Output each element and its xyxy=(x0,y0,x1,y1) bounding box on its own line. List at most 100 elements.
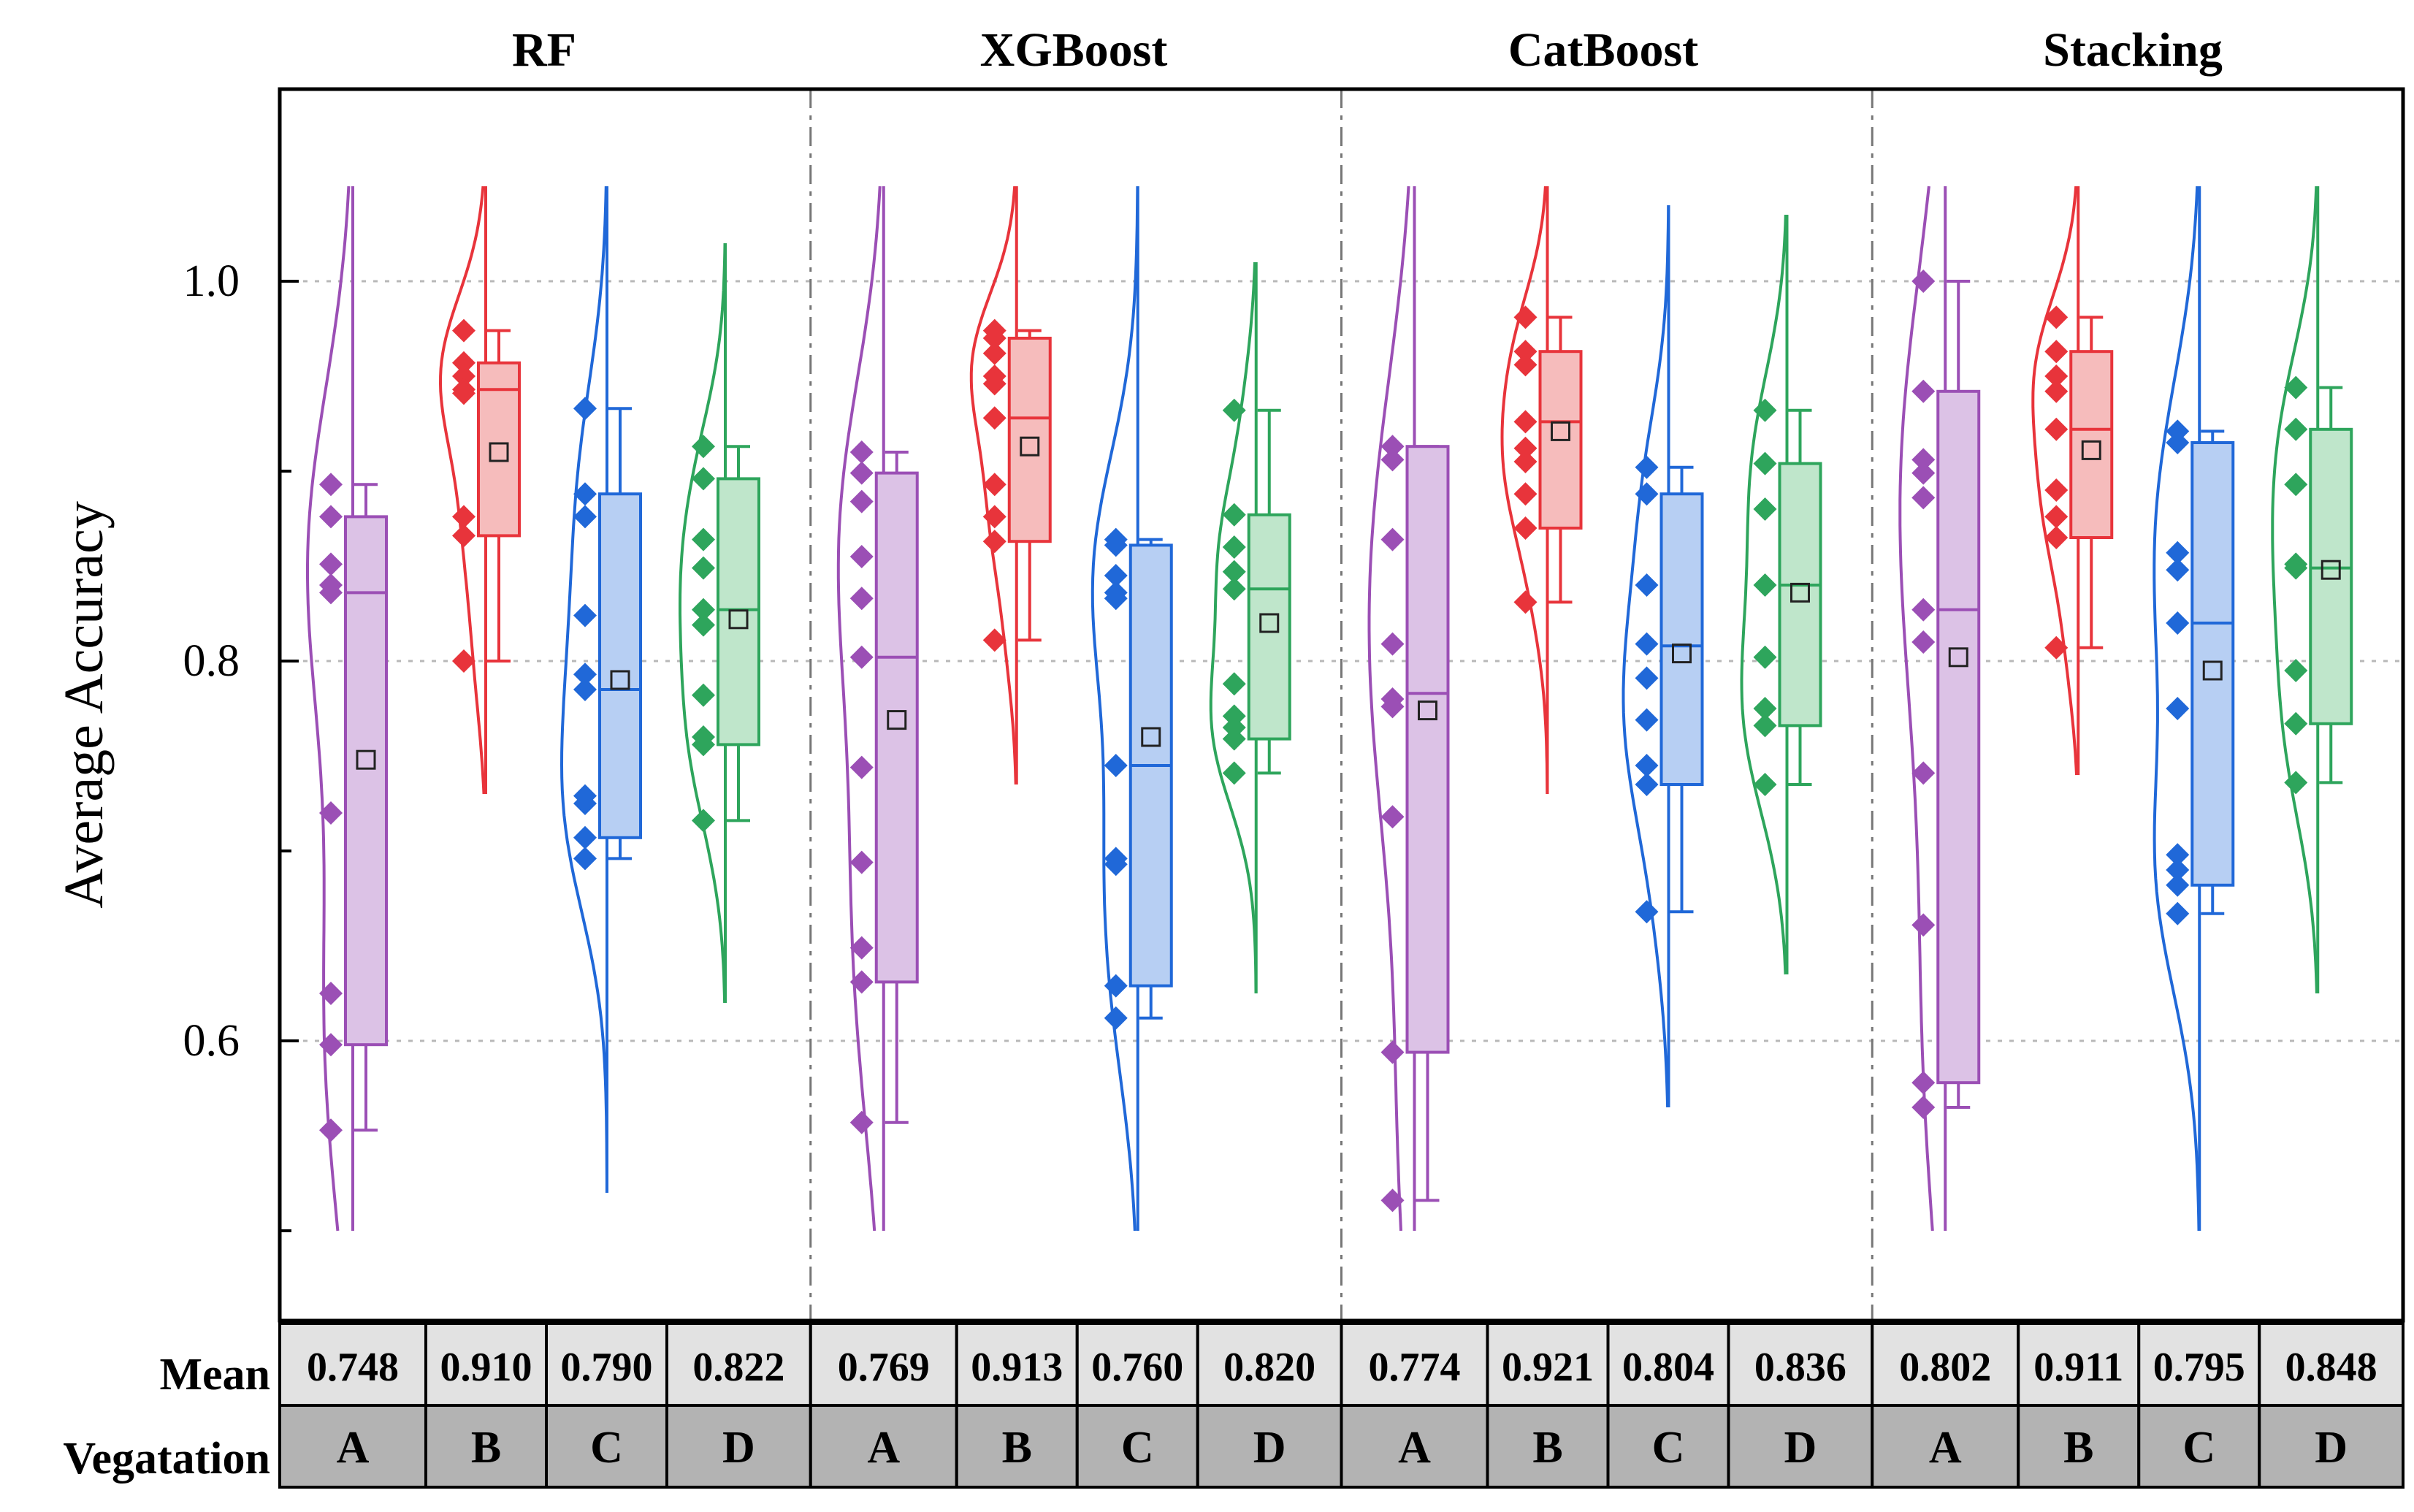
data-point xyxy=(982,372,1007,396)
box xyxy=(2069,350,2114,540)
data-point xyxy=(849,545,874,568)
data-point xyxy=(1911,486,1936,510)
box xyxy=(1936,389,1981,1085)
data-point xyxy=(1513,482,1538,506)
data-point xyxy=(1222,560,1246,584)
box xyxy=(1405,445,1450,1054)
data-point xyxy=(1753,773,1777,796)
vegetation-value: B xyxy=(471,1423,501,1473)
data-point xyxy=(1753,714,1777,738)
data-point xyxy=(452,351,475,375)
vegetation-value: A xyxy=(867,1423,900,1473)
data-point xyxy=(1222,503,1246,527)
data-point xyxy=(849,461,874,485)
vegetation-cell xyxy=(665,1404,812,1489)
box xyxy=(717,477,760,747)
mean-marker xyxy=(1672,644,1692,664)
data-point xyxy=(1222,761,1246,785)
vegetation-value: D xyxy=(1784,1423,1817,1473)
data-point xyxy=(2166,843,2190,867)
summary-table: 0.748 A 0.910 B 0.790 C 0.822 D 0.769 A 0.913 B 0.76… xyxy=(278,1322,2405,1489)
data-point xyxy=(2166,558,2190,582)
data-point xyxy=(849,755,874,779)
data-point xyxy=(452,524,475,548)
y-tick-label: 0.8 xyxy=(183,636,240,686)
mean-marker xyxy=(356,749,376,770)
data-point xyxy=(1911,761,1936,785)
vegetation-value: C xyxy=(590,1423,623,1473)
vegetation-value: D xyxy=(1253,1423,1286,1473)
density-curve xyxy=(1500,186,1549,795)
data-point xyxy=(1753,451,1777,476)
box xyxy=(1659,492,1704,786)
density-curve xyxy=(1090,186,1139,1232)
data-point xyxy=(1104,974,1128,998)
mean-value: 0.804 xyxy=(1622,1345,1714,1390)
mean-cell xyxy=(1075,1322,1199,1407)
data-point xyxy=(319,1033,343,1057)
data-point xyxy=(1635,482,1659,506)
mean-cell xyxy=(2258,1322,2405,1407)
data-point xyxy=(1104,533,1128,557)
data-point xyxy=(982,473,1007,497)
vegetation-cell xyxy=(545,1404,668,1489)
data-point xyxy=(982,505,1007,529)
mean-value: 0.774 xyxy=(1369,1345,1461,1390)
data-point xyxy=(2044,364,2069,388)
vegetation-cell xyxy=(424,1404,548,1489)
data-point xyxy=(1753,573,1777,597)
data-point xyxy=(2284,556,2308,580)
y-tick-label: 0.6 xyxy=(183,1016,240,1066)
vegetation-value: C xyxy=(1121,1423,1154,1473)
data-point xyxy=(2284,659,2308,682)
data-point xyxy=(1911,597,1936,622)
vegetation-cell xyxy=(1606,1404,1730,1489)
mean-marker xyxy=(728,609,749,630)
density-curve xyxy=(2031,186,2078,776)
mean-marker xyxy=(2321,560,2341,580)
vegetation-cell xyxy=(2137,1404,2261,1489)
mean-cell xyxy=(2137,1322,2261,1407)
data-point xyxy=(1635,900,1659,924)
box xyxy=(344,515,388,1047)
data-point xyxy=(1222,577,1246,601)
data-point xyxy=(692,597,715,622)
box xyxy=(1247,513,1291,741)
data-point xyxy=(2166,901,2190,925)
data-point xyxy=(319,1118,343,1142)
data-point xyxy=(573,847,597,871)
y-tick-label: 1.0 xyxy=(183,256,240,306)
vegetation-value: B xyxy=(2063,1423,2093,1473)
data-point xyxy=(849,850,874,874)
density-curve xyxy=(1740,214,1787,975)
data-point xyxy=(319,581,343,605)
data-point xyxy=(2044,340,2069,364)
data-point xyxy=(1513,410,1538,434)
vegetation-value: B xyxy=(1532,1423,1562,1473)
vegetation-value: D xyxy=(722,1423,755,1473)
mean-cell xyxy=(545,1322,668,1407)
data-point xyxy=(1104,754,1128,777)
data-point xyxy=(2284,375,2308,400)
plot-frame xyxy=(278,87,2405,1323)
mean-marker xyxy=(1551,421,1570,441)
data-point xyxy=(1380,1188,1405,1213)
data-point xyxy=(849,936,874,960)
density-curve xyxy=(306,186,351,1232)
data-point xyxy=(1104,564,1128,587)
data-point xyxy=(1380,695,1405,719)
mean-value: 0.760 xyxy=(1091,1345,1183,1390)
data-point xyxy=(692,467,715,491)
vegetation-value: D xyxy=(2315,1423,2348,1473)
vegetation-cell xyxy=(1486,1404,1610,1489)
data-point xyxy=(573,397,597,421)
data-point xyxy=(849,970,874,994)
data-point xyxy=(1513,340,1538,364)
mean-marker xyxy=(887,710,907,730)
data-point xyxy=(2044,305,2069,329)
box xyxy=(477,361,521,538)
mean-marker xyxy=(489,442,509,462)
data-point xyxy=(573,505,597,529)
data-point xyxy=(1753,697,1777,720)
data-point xyxy=(573,825,597,849)
